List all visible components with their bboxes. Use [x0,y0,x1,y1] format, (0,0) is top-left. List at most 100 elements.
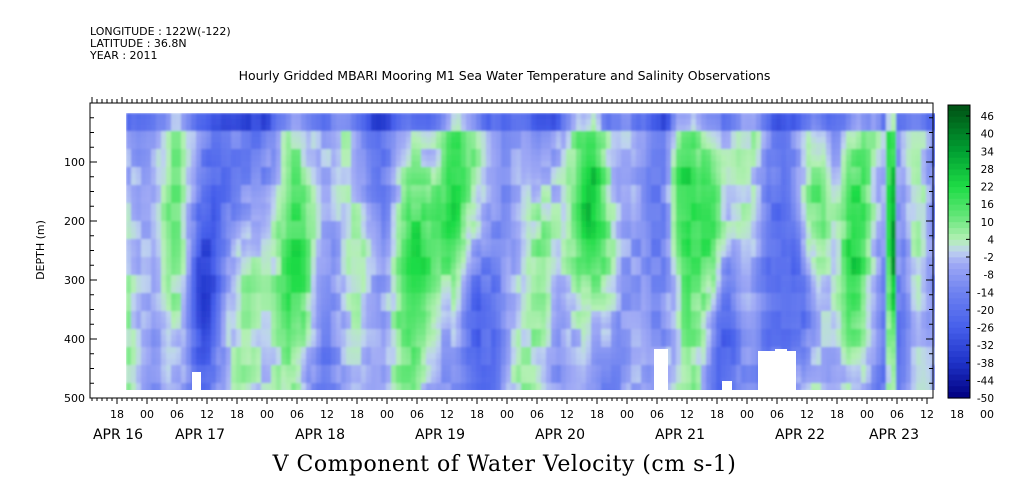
heatmap-cell [541,287,547,294]
heatmap-cell [241,209,247,216]
heatmap-cell [416,221,422,228]
heatmap-cell [131,203,137,210]
heatmap-cell [496,215,502,222]
heatmap-cell [251,143,257,150]
heatmap-cell [521,269,527,276]
heatmap-cell [561,221,567,228]
heatmap-cell [231,173,237,180]
heatmap-cell [396,365,402,372]
heatmap-cell [271,203,277,210]
heatmap-cell [401,149,407,156]
heatmap-cell [411,125,417,132]
heatmap-cell [336,167,342,174]
heatmap-cell [351,173,357,180]
heatmap-cell [576,383,582,390]
heatmap-cell [221,125,227,132]
heatmap-cell [346,155,352,162]
heatmap-cell [396,191,402,198]
heatmap-cell [416,245,422,252]
heatmap-cell [136,335,142,342]
heatmap-cell [361,335,367,342]
heatmap-cell [136,125,142,132]
heatmap-cell [636,191,642,198]
heatmap-cell [151,185,157,192]
heatmap-cell [251,329,257,336]
heatmap-cell [266,305,272,312]
heatmap-cell [626,281,632,288]
heatmap-cell [236,179,242,186]
heatmap-cell [496,233,502,240]
heatmap-cell [476,347,482,354]
heatmap-cell [126,275,132,282]
heatmap-cell [246,347,252,354]
heatmap-cell [126,365,132,372]
heatmap-cell [446,179,452,186]
heatmap-cell [561,347,567,354]
heatmap-cell [141,203,147,210]
heatmap-cell [466,281,472,288]
heatmap-cell [376,239,382,246]
heatmap-cell [386,131,392,138]
heatmap-cell [621,185,627,192]
heatmap-cell [311,155,317,162]
heatmap-cell [401,221,407,228]
heatmap-cell [146,137,152,144]
heatmap-cell [181,317,187,324]
heatmap-cell [541,353,547,360]
heatmap-cell [601,305,607,312]
heatmap-cell [206,305,212,312]
heatmap-cell [306,191,312,198]
heatmap-cell [616,359,622,366]
heatmap-cell [151,371,157,378]
heatmap-cell [601,263,607,270]
heatmap-cell [436,341,442,348]
heatmap-cell [391,365,397,372]
heatmap-cell [431,383,437,390]
heatmap-cell [601,245,607,252]
heatmap-cell [171,359,177,366]
heatmap-cell [326,269,332,276]
heatmap-cell [476,239,482,246]
heatmap-cell [361,197,367,204]
heatmap-cell [426,113,432,120]
heatmap-cell [341,203,347,210]
heatmap-cell [306,347,312,354]
heatmap-cell [216,143,222,150]
heatmap-cell [131,263,137,270]
heatmap-cell [546,137,552,144]
heatmap-cell [151,119,157,126]
heatmap-cell [556,293,562,300]
heatmap-cell [281,233,287,240]
heatmap-cell [476,389,482,390]
heatmap-cell [436,383,442,390]
heatmap-cell [246,293,252,300]
heatmap-cell [446,227,452,234]
heatmap-cell [176,323,182,330]
heatmap-cell [631,353,637,360]
heatmap-cell [321,215,327,222]
heatmap-cell [306,323,312,330]
heatmap-cell [346,251,352,258]
heatmap-cell [436,203,442,210]
heatmap-cell [606,197,612,204]
heatmap-cell [131,389,137,390]
heatmap-cell [461,263,467,270]
heatmap-cell [241,377,247,384]
heatmap-cell [466,137,472,144]
heatmap-cell [206,245,212,252]
heatmap-cell [156,161,162,168]
heatmap-cell [411,329,417,336]
heatmap-cell [266,353,272,360]
heatmap-cell [196,341,202,348]
heatmap-cell [511,257,517,264]
heatmap-cell [321,287,327,294]
heatmap-cell [326,143,332,150]
heatmap-cell [461,215,467,222]
heatmap-cell [551,173,557,180]
heatmap-cell [261,191,267,198]
heatmap-cell [196,131,202,138]
heatmap-cell [611,263,617,270]
heatmap-cell [521,251,527,258]
heatmap-cell [576,323,582,330]
heatmap-cell [226,347,232,354]
